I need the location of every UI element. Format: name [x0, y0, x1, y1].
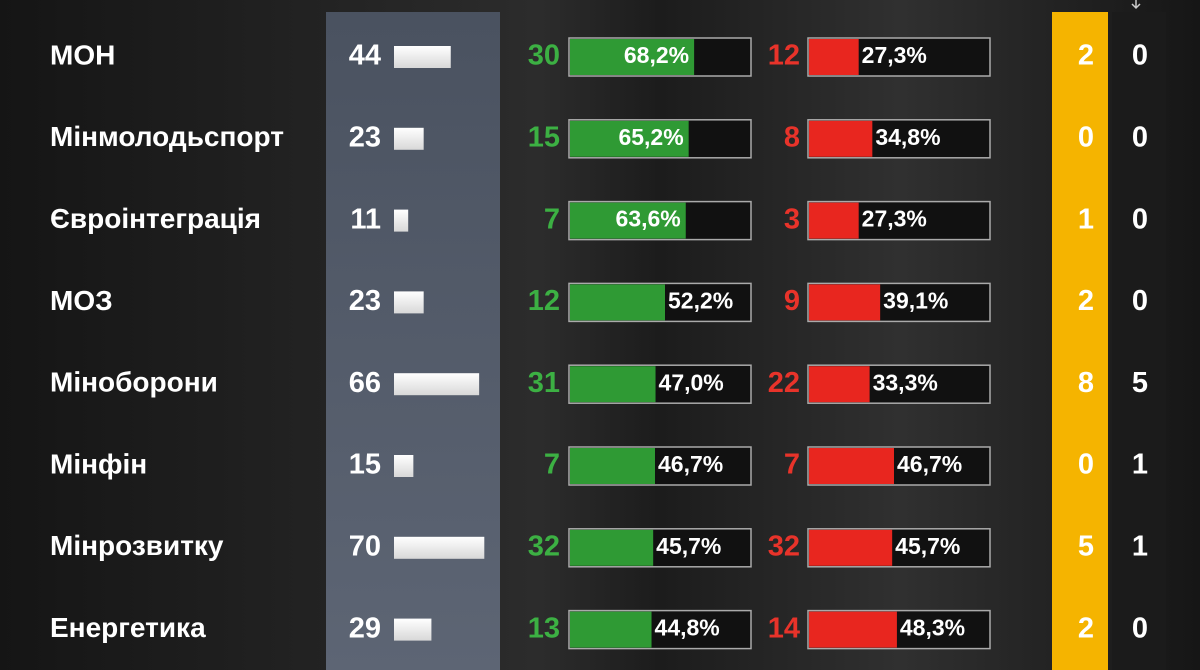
no-pct: 46,7%	[897, 451, 962, 477]
no-bar	[809, 366, 870, 403]
total-value: 15	[349, 449, 381, 481]
yes-value: 15	[528, 121, 560, 153]
ministry-name: Енергетика	[50, 612, 206, 643]
yes-value: 12	[528, 285, 560, 317]
total-value: 70	[349, 530, 381, 562]
total-bar	[394, 373, 480, 396]
yes-pct: 65,2%	[618, 124, 683, 150]
no-value: 9	[784, 285, 800, 317]
yes-bar	[570, 529, 654, 566]
no-bar	[809, 120, 873, 157]
yes-pct: 47,0%	[659, 369, 724, 395]
extra1-value: 2	[1078, 40, 1094, 72]
yes-value: 7	[544, 203, 560, 235]
extra2-value: 1	[1132, 449, 1148, 481]
extra2-value: 0	[1132, 285, 1148, 317]
no-pct: 27,3%	[862, 206, 927, 232]
total-value: 11	[350, 203, 381, 235]
yes-bar	[570, 611, 652, 648]
ministry-name: Мінмолодьспорт	[50, 121, 284, 152]
extra1-value: 5	[1078, 530, 1094, 562]
no-value: 14	[768, 612, 800, 644]
yes-bar	[570, 448, 655, 484]
orange-column	[1052, 12, 1108, 670]
ministry-name: МОН	[50, 39, 115, 70]
no-bar	[809, 611, 897, 648]
yes-bar	[570, 39, 695, 75]
ministry-name: МОЗ	[50, 285, 113, 316]
yes-pct: 68,2%	[624, 42, 689, 68]
total-bar	[394, 127, 424, 150]
total-column	[326, 12, 500, 670]
no-value: 7	[784, 449, 800, 481]
extra2-value: 0	[1132, 121, 1148, 153]
no-value: 3	[784, 203, 800, 235]
no-bar	[809, 202, 859, 239]
no-bar	[809, 448, 894, 484]
total-value: 23	[349, 121, 381, 153]
no-value: 32	[768, 530, 800, 562]
total-value: 44	[349, 40, 381, 72]
yes-bar	[570, 366, 656, 403]
total-bar	[394, 536, 485, 559]
no-value: 8	[784, 121, 800, 153]
no-pct: 34,8%	[875, 124, 940, 150]
extra2-value: 0	[1132, 40, 1148, 72]
total-value: 29	[349, 612, 381, 644]
yes-pct: 44,8%	[655, 615, 720, 641]
extra1-value: 0	[1078, 449, 1094, 481]
total-bar	[394, 209, 409, 232]
ministry-name: Міноборони	[50, 367, 218, 398]
extra1-value: 0	[1078, 121, 1094, 153]
no-bar	[809, 529, 893, 566]
extra2-value: 5	[1132, 367, 1148, 399]
sort-arrow	[1131, 0, 1141, 10]
no-pct: 39,1%	[883, 287, 948, 313]
no-bar	[809, 284, 881, 321]
no-bar	[809, 39, 859, 75]
yes-value: 31	[528, 367, 560, 399]
yes-bar	[570, 202, 686, 239]
no-value: 12	[768, 40, 800, 72]
ministry-name: Євроінтеграція	[50, 203, 261, 234]
extra2-value: 0	[1132, 203, 1148, 235]
ministry-name: Мінфін	[50, 448, 147, 479]
total-bar	[394, 291, 424, 314]
no-pct: 27,3%	[862, 42, 927, 68]
dark-column	[1112, 12, 1166, 670]
total-value: 23	[349, 285, 381, 317]
yes-pct: 63,6%	[616, 206, 681, 232]
yes-bar	[570, 284, 666, 321]
yes-bar	[570, 120, 689, 157]
total-value: 66	[349, 367, 381, 399]
yes-value: 30	[528, 40, 560, 72]
yes-value: 13	[528, 612, 560, 644]
extra1-value: 8	[1078, 367, 1094, 399]
total-bar	[394, 455, 414, 477]
extra1-value: 2	[1078, 285, 1094, 317]
total-bar	[394, 46, 451, 68]
extra1-value: 1	[1078, 203, 1094, 235]
no-pct: 33,3%	[873, 369, 938, 395]
no-pct: 45,7%	[895, 533, 960, 559]
total-bar	[394, 618, 432, 641]
ministry-name: Мінрозвитку	[50, 530, 224, 561]
no-pct: 48,3%	[900, 615, 965, 641]
no-value: 22	[768, 367, 800, 399]
yes-value: 7	[544, 449, 560, 481]
yes-pct: 45,7%	[656, 533, 721, 559]
yes-pct: 52,2%	[668, 287, 733, 313]
yes-value: 32	[528, 530, 560, 562]
extra2-value: 0	[1132, 612, 1148, 644]
extra2-value: 1	[1132, 530, 1148, 562]
extra1-value: 2	[1078, 612, 1094, 644]
yes-pct: 46,7%	[658, 451, 723, 477]
